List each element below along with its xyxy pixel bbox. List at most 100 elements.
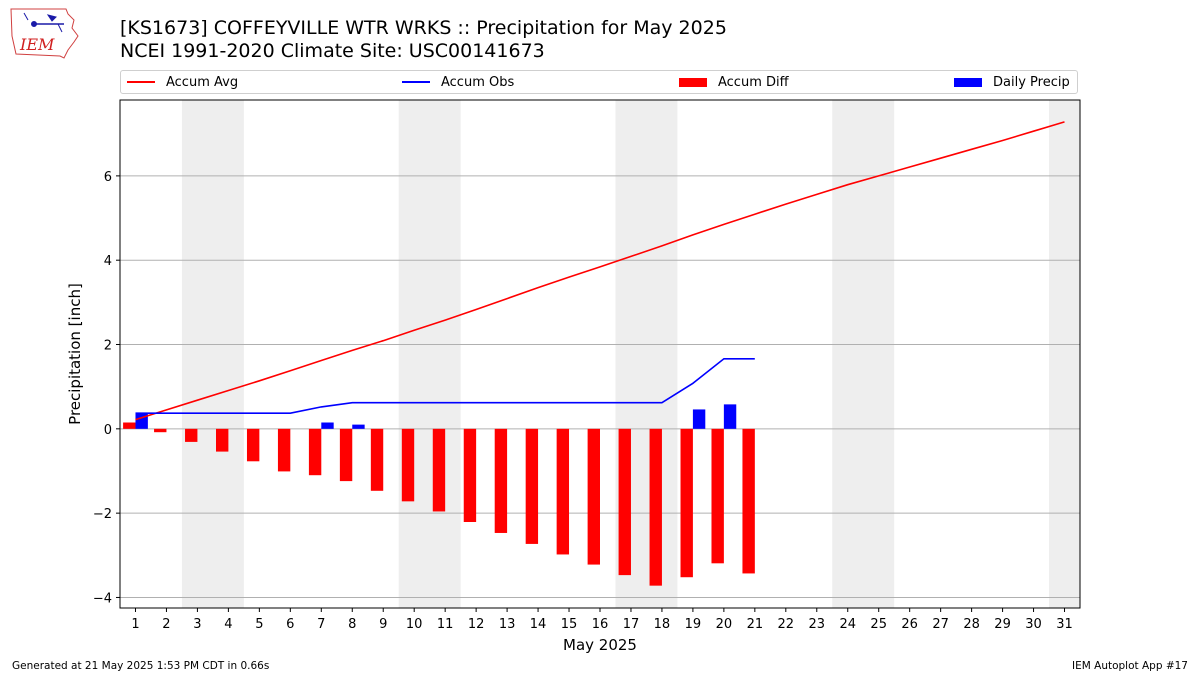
daily-precip-bar-1 xyxy=(135,413,148,429)
accum-diff-bar-15 xyxy=(556,428,570,555)
x-tick-label-4: 4 xyxy=(224,617,232,632)
x-tick-label-14: 14 xyxy=(530,617,547,632)
chart-subtitle: NCEI 1991-2020 Climate Site: USC00141673 xyxy=(120,40,545,62)
weekend-band-3 xyxy=(832,100,895,608)
y-gridlines xyxy=(120,175,1080,598)
x-tick-label-9: 9 xyxy=(379,617,387,632)
legend-item-daily-precip: Daily Precip xyxy=(954,71,1070,93)
x-tick-label-21: 21 xyxy=(747,617,764,632)
x-tick-label-22: 22 xyxy=(778,617,795,632)
accum-diff-bar-20 xyxy=(711,428,724,564)
x-tick-label-3: 3 xyxy=(193,617,201,632)
accum-diff-bar-17 xyxy=(618,428,631,576)
x-tick-label-8: 8 xyxy=(348,617,356,632)
x-tick-label-16: 16 xyxy=(592,617,609,632)
accum-diff-bar-4 xyxy=(216,428,229,452)
accum-diff-bar-13 xyxy=(494,428,508,533)
x-tick-label-1: 1 xyxy=(131,617,139,632)
accum-diff-bar-16 xyxy=(587,428,600,565)
x-tick-label-11: 11 xyxy=(437,617,454,632)
accum-diff-bar-11 xyxy=(432,428,446,512)
x-tick-label-15: 15 xyxy=(561,617,578,632)
x-tick-label-5: 5 xyxy=(255,617,263,632)
x-axis-label: May 2025 xyxy=(563,636,637,654)
legend-label-accum-diff: Accum Diff xyxy=(718,74,789,90)
x-tick-label-26: 26 xyxy=(901,617,918,632)
iem-logo: IEM xyxy=(10,8,79,59)
y-axis-label: Precipitation [inch] xyxy=(66,283,84,425)
plot-frame xyxy=(119,99,1081,609)
y-tick-label--4: −4 xyxy=(93,591,112,606)
x-tick-label-24: 24 xyxy=(839,617,856,632)
legend-swatch-accum-avg xyxy=(127,81,155,83)
series-lines xyxy=(135,121,1065,421)
legend-swatch-accum-diff xyxy=(679,77,707,87)
bars xyxy=(123,404,755,586)
accum-diff-bar-9 xyxy=(370,428,384,491)
x-tick-label-2: 2 xyxy=(162,617,170,632)
x-tick-label-13: 13 xyxy=(499,617,516,632)
legend-label-daily-precip: Daily Precip xyxy=(993,74,1070,90)
state-outline-icon xyxy=(10,8,79,59)
legend-item-accum-obs: Accum Obs xyxy=(402,71,514,93)
footer-app-id: IEM Autoplot App #17 xyxy=(1072,660,1188,672)
x-tick-label-20: 20 xyxy=(716,617,733,632)
accum-diff-bar-21 xyxy=(742,428,755,574)
y-tick-label--2: −2 xyxy=(93,507,112,522)
footer-generated-note: Generated at 21 May 2025 1:53 PM CDT in … xyxy=(12,660,270,672)
x-tick-label-19: 19 xyxy=(685,617,702,632)
daily-precip-bar-8 xyxy=(352,424,365,429)
weather-station-icon xyxy=(23,12,64,33)
y-tick-label-0: 0 xyxy=(104,423,112,438)
x-tick-label-31: 31 xyxy=(1056,617,1073,632)
legend-item-accum-diff: Accum Diff xyxy=(679,71,789,93)
legend-label-accum-obs: Accum Obs xyxy=(441,74,515,90)
y-tick-label-2: 2 xyxy=(104,339,112,354)
legend-swatch-daily-precip xyxy=(954,77,982,87)
y-tick-label-4: 4 xyxy=(104,254,112,269)
legend-item-accum-avg: Accum Avg xyxy=(127,71,238,93)
accum-diff-bar-12 xyxy=(463,428,477,522)
y-axis-ticks: −4 −2 0 2 4 6 xyxy=(93,170,120,606)
x-tick-label-27: 27 xyxy=(932,617,949,632)
accum-obs-line xyxy=(135,357,755,415)
daily-precip-bar-7 xyxy=(321,422,334,429)
logo-text: IEM xyxy=(19,35,55,54)
accum-diff-bar-8 xyxy=(339,428,353,482)
weekend-band-2 xyxy=(615,100,678,608)
legend: Accum Avg Accum Obs Accum Diff Daily Pre… xyxy=(120,70,1078,94)
x-tick-label-12: 12 xyxy=(468,617,485,632)
legend-swatch-accum-obs xyxy=(402,81,430,83)
x-tick-label-29: 29 xyxy=(994,617,1011,632)
x-tick-label-18: 18 xyxy=(654,617,671,632)
x-tick-label-28: 28 xyxy=(963,617,980,632)
weekend-shading xyxy=(181,100,1080,608)
x-tick-label-30: 30 xyxy=(1025,617,1042,632)
accum-diff-bar-1 xyxy=(123,422,136,429)
x-tick-label-17: 17 xyxy=(623,617,640,632)
x-axis-ticks: 1 2 3 4 5 6 7 8 9 10 11 12 13 14 15 16 17 18 19 20 21 22 23 24 2… xyxy=(131,608,1073,632)
x-tick-label-7: 7 xyxy=(317,617,325,632)
y-tick-label-6: 6 xyxy=(104,170,112,185)
x-tick-label-25: 25 xyxy=(870,617,887,632)
daily-precip-bar-20 xyxy=(723,404,737,429)
accum-diff-bar-6 xyxy=(277,428,291,472)
weekend-band-4 xyxy=(1049,100,1080,608)
accum-diff-bar-7 xyxy=(308,428,322,476)
accum-diff-bar-3 xyxy=(185,428,198,442)
chart-title: [KS1673] COFFEYVILLE WTR WRKS :: Precipi… xyxy=(120,17,727,39)
accum-avg-line xyxy=(135,121,1065,421)
accum-diff-bar-19 xyxy=(680,428,693,578)
x-tick-label-10: 10 xyxy=(406,617,423,632)
accum-diff-bar-18 xyxy=(649,428,662,586)
weekend-band-1 xyxy=(398,100,461,608)
accum-diff-bar-10 xyxy=(401,428,415,502)
legend-label-accum-avg: Accum Avg xyxy=(166,74,239,90)
daily-precip-bar-19 xyxy=(692,409,706,429)
accum-diff-bar-5 xyxy=(246,428,260,462)
accum-diff-bar-14 xyxy=(525,428,539,544)
x-tick-label-23: 23 xyxy=(809,617,826,632)
accum-diff-bar-2 xyxy=(154,428,167,433)
x-tick-label-6: 6 xyxy=(286,617,294,632)
